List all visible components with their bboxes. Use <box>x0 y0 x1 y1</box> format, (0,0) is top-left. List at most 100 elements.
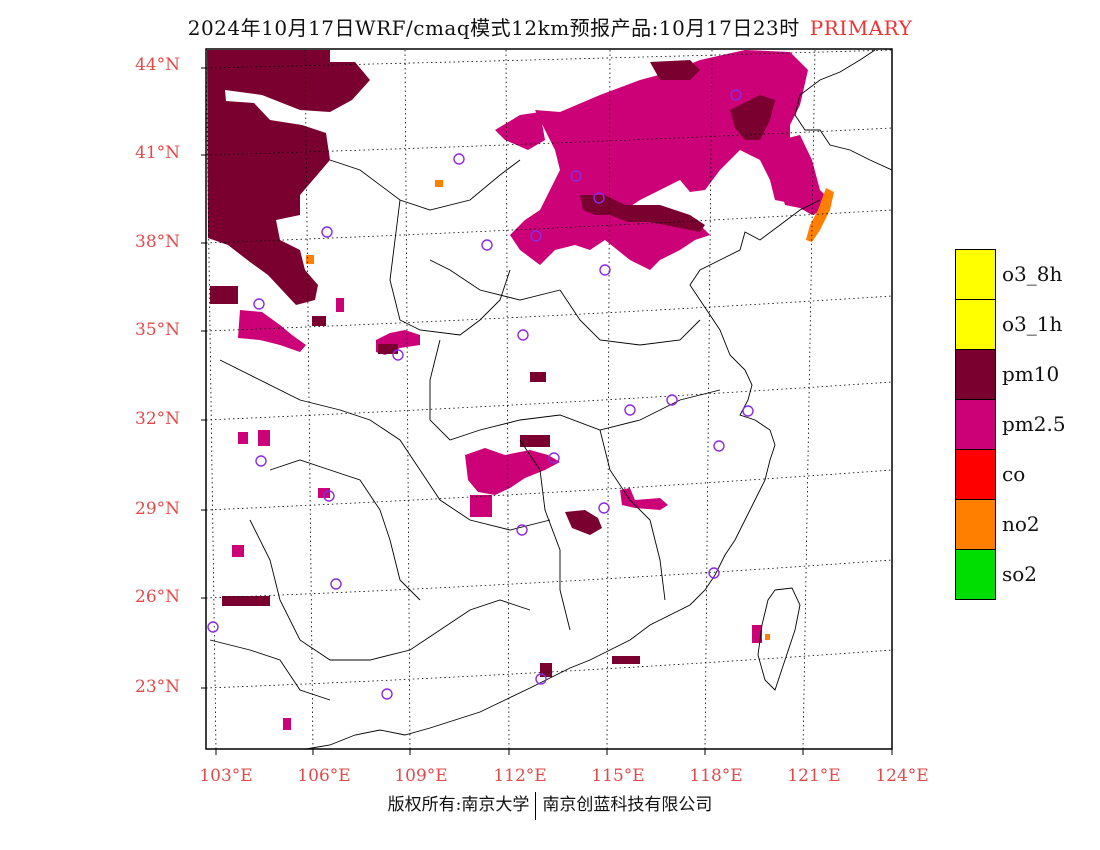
title-main: 2024年10月17日WRF/cmaq模式12km预报产品:10月17日23时 <box>187 16 800 40</box>
lat-line-44 <box>205 49 893 69</box>
station-marker <box>253 298 265 310</box>
pm25-patch-1 <box>258 430 270 446</box>
station-marker <box>624 404 636 416</box>
pm25-region-liaoning <box>778 135 830 215</box>
lat-label: 32°N <box>135 409 181 429</box>
pm10-patch-guangdong <box>612 656 640 664</box>
lat-label: 41°N <box>135 143 181 163</box>
station-marker <box>742 405 754 417</box>
station-marker <box>321 226 333 238</box>
station-marker <box>570 170 582 182</box>
station-marker <box>517 329 529 341</box>
station-marker <box>530 230 542 242</box>
lon-label: 103°E <box>199 766 253 786</box>
station-marker <box>453 153 465 165</box>
province-border-4 <box>219 359 551 531</box>
pm25-patch-4 <box>232 545 244 557</box>
legend-swatch <box>955 499 996 550</box>
province-border-7 <box>599 429 666 601</box>
pm10-region-north <box>650 60 700 80</box>
lon-label: 121°E <box>787 766 841 786</box>
pm10-patch-guangdong-b <box>540 663 552 677</box>
province-border-8 <box>249 519 531 661</box>
station-marker <box>255 455 267 467</box>
province-border-3 <box>429 339 721 441</box>
graticule <box>205 49 893 750</box>
province-border-2 <box>389 199 511 336</box>
pm25-patch-shaanxi-2 <box>336 298 344 312</box>
legend-swatch <box>955 249 996 300</box>
station-marker <box>713 440 725 452</box>
pm10-region-northeast <box>730 95 775 140</box>
legend-item-pm25: pm2.5 <box>955 399 1100 450</box>
pm25-patch-3 <box>318 488 330 498</box>
legend-item-co: co <box>955 449 1100 500</box>
legend-label: co <box>1002 462 1026 486</box>
legend-swatch <box>955 299 996 350</box>
province-border-11 <box>429 259 561 301</box>
station-marker <box>708 567 720 579</box>
station-marker <box>323 490 335 502</box>
pm25-region-hubei <box>465 448 560 495</box>
lat-label: 35°N <box>135 320 181 340</box>
station-marker <box>730 89 742 101</box>
coastline <box>794 49 893 171</box>
legend-item-o3-8h: o3_8h <box>955 249 1100 300</box>
no2-region-ningxia <box>306 255 314 264</box>
pm10-region-beijing <box>580 195 705 232</box>
legend-item-o3-1h: o3_1h <box>955 299 1100 350</box>
title-tag: PRIMARY <box>809 16 913 40</box>
pm10-region-northwest-b <box>210 286 238 304</box>
station-marker <box>330 578 342 590</box>
lat-label: 23°N <box>135 677 181 697</box>
province-border-1 <box>329 159 521 211</box>
legend-label: pm2.5 <box>1002 412 1066 436</box>
pm25-region-hubei-b <box>470 495 492 517</box>
axis-ticks <box>201 67 893 755</box>
lat-label: 44°N <box>135 55 181 75</box>
coastline-bohai <box>305 199 821 750</box>
legend-swatch <box>955 449 996 500</box>
station-marker <box>548 452 560 464</box>
lat-line-32 <box>205 381 893 421</box>
footer-separator <box>535 791 537 820</box>
station-marker <box>392 349 404 361</box>
station-marker <box>598 502 610 514</box>
lat-label: 38°N <box>135 232 181 252</box>
no2-region-hohhot <box>435 180 443 187</box>
pm25-region-gansu <box>238 310 306 352</box>
station-marker <box>381 688 393 700</box>
lon-label: 118°E <box>689 766 743 786</box>
province-border-5 <box>269 459 421 601</box>
lat-label: 26°N <box>135 587 181 607</box>
boundary-lines <box>209 49 893 750</box>
no2-patch-taiwan <box>765 634 770 640</box>
legend-item-no2: no2 <box>955 499 1100 550</box>
station-marker <box>599 264 611 276</box>
pm10-patch-yunnan <box>283 718 291 730</box>
lon-label: 109°E <box>394 766 448 786</box>
legend-swatch <box>955 399 996 450</box>
legend-label: pm10 <box>1002 362 1060 386</box>
legend-label: so2 <box>1002 562 1038 586</box>
legend-swatch <box>955 349 996 400</box>
lat-line-26 <box>205 559 893 599</box>
pm10-region-hunan <box>565 510 602 535</box>
province-border-6 <box>519 439 571 631</box>
pm25-region-jiangxi <box>620 488 668 510</box>
copyright-owner: 版权所有:南京大学 <box>387 795 530 815</box>
lon-label: 115°E <box>591 766 645 786</box>
pm10-region-shaanxi <box>378 344 398 354</box>
legend-item-pm10: pm10 <box>955 349 1100 400</box>
pm10-patch-hebei-2 <box>530 372 546 382</box>
copyright-footer: 版权所有:南京大学 南京创蓝科技有限公司 <box>0 790 1100 820</box>
legend-swatch <box>955 549 996 600</box>
pm25-region-northeast <box>510 50 812 270</box>
lat-line-35 <box>205 295 893 332</box>
pm25-patch-2 <box>238 432 248 444</box>
lon-label: 106°E <box>297 766 351 786</box>
pm10-patch-guangxi <box>222 596 270 606</box>
station-markers <box>207 89 754 700</box>
station-marker <box>207 621 219 633</box>
